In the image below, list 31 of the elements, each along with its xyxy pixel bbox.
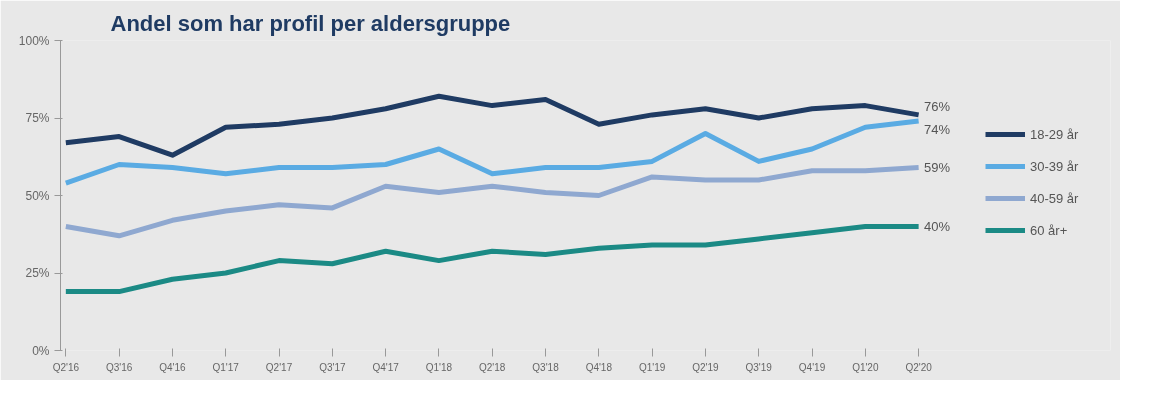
- chart-title: Andel som har profil per aldersgruppe: [110, 10, 511, 36]
- x-tick-label: Q1'17: [212, 361, 240, 373]
- x-tick-label: Q4'18: [585, 361, 613, 373]
- legend-label: 18-29 år: [1030, 126, 1079, 142]
- y-tick-label: 50%: [25, 188, 50, 203]
- data-label: 74%: [923, 121, 951, 137]
- x-tick-label: Q1'20: [852, 361, 879, 373]
- x-tick-label: Q4'19: [798, 361, 826, 373]
- x-tick-label: Q3'19: [745, 361, 773, 373]
- legend-label: 60 år+: [1030, 222, 1068, 238]
- x-tick-label: Q2'16: [52, 361, 80, 373]
- y-tick-label: 25%: [25, 266, 50, 280]
- data-label: 59%: [923, 160, 951, 176]
- x-tick-label: Q2'17: [265, 361, 293, 373]
- legend-label: 40-59 år: [1030, 190, 1079, 206]
- data-label: 76%: [923, 99, 951, 115]
- x-tick-label: Q3'16: [105, 361, 133, 373]
- x-tick-label: Q1'18: [425, 361, 453, 373]
- x-tick-label: Q2'18: [479, 361, 506, 373]
- x-tick-label: Q4'17: [372, 361, 400, 373]
- x-tick-label: Q3'18: [532, 361, 560, 373]
- x-tick-label: Q1'19: [638, 361, 666, 373]
- data-label: 40%: [923, 219, 951, 234]
- x-tick-label: Q2'19: [692, 361, 720, 373]
- y-tick-label: 0%: [32, 343, 50, 358]
- y-tick-label: 75%: [25, 111, 50, 125]
- x-tick-label: Q2'20: [905, 361, 933, 373]
- legend-label: 30-39 år: [1030, 158, 1079, 174]
- x-tick-label: Q3'17: [319, 361, 346, 373]
- x-tick-label: Q4'16: [159, 361, 187, 373]
- y-tick-label: 100%: [18, 33, 50, 48]
